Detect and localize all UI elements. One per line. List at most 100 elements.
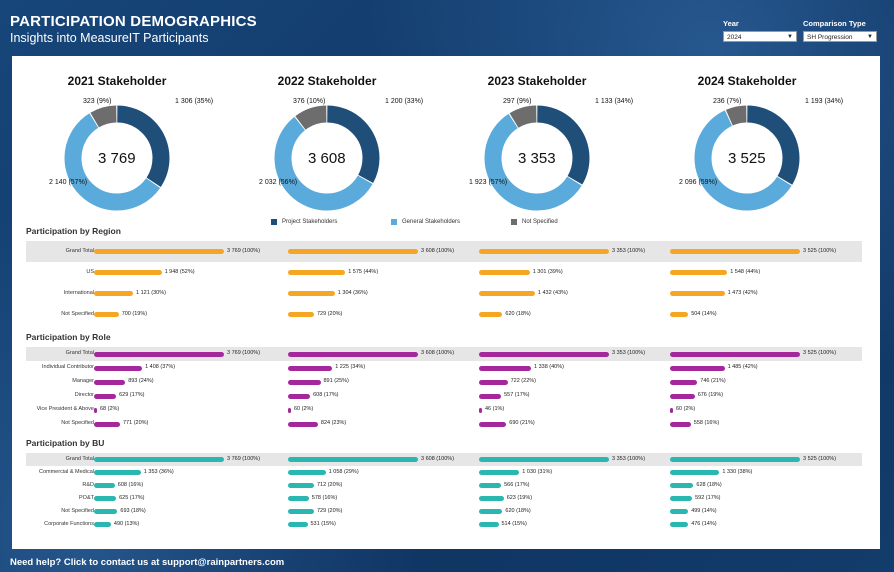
bar [670, 379, 698, 385]
bar [288, 291, 335, 296]
bar-value: 690 (21%) [509, 420, 535, 426]
bar-value: 3 769 (100%) [227, 350, 261, 356]
bar [288, 457, 418, 462]
donut-label-general: 2 140 (57%) [49, 179, 88, 186]
donut-label-general: 1 923 (57%) [469, 179, 508, 186]
bar [94, 470, 141, 475]
bar [479, 365, 531, 371]
bar [288, 483, 314, 488]
stakeholder-title-text: 2023 Stakeholder [487, 74, 587, 88]
bar-value: 592 (17%) [695, 494, 721, 501]
bar-value: 1 301 (39%) [532, 268, 563, 275]
row-label: International [63, 289, 94, 296]
chevron-down-icon: ▼ [787, 34, 793, 40]
section-title: Participation by Role [26, 332, 111, 342]
donut-total: 3 353 [518, 150, 556, 167]
bar [479, 509, 503, 514]
row-label: US [86, 268, 94, 275]
donut-total: 3 769 [98, 150, 136, 167]
bar [670, 496, 693, 501]
bar [94, 312, 119, 317]
bar [670, 509, 689, 514]
bar-value: 558 (16%) [693, 420, 720, 426]
bar [670, 470, 720, 475]
stakeholder-donut [694, 105, 800, 211]
bar [479, 457, 609, 462]
donut-slice-project [274, 105, 380, 211]
bar-value: 729 (20%) [317, 310, 343, 317]
donut-slice-general [274, 105, 380, 211]
bar-value: 1 338 (40%) [534, 364, 564, 370]
bar [479, 470, 520, 475]
donut-label-project: 1 193 (34%) [805, 98, 844, 105]
legend-swatch-general [391, 219, 397, 225]
bar-value: 746 (21%) [700, 378, 726, 384]
stakeholder-title: 2023 Stakeholder [447, 72, 627, 90]
bar-value: 3 769 (100%) [227, 247, 261, 254]
bar-value: 629 (17%) [119, 392, 145, 398]
bar-value: 3 525 (100%) [803, 350, 837, 356]
stakeholder-donut [64, 105, 170, 211]
bar-value: 3 608 (100%) [421, 247, 455, 254]
bar [94, 522, 111, 527]
row-label: PO&T [79, 494, 94, 501]
bar [670, 249, 800, 254]
bar-value: 1 225 (34%) [335, 364, 366, 370]
legend-label-project: Project Stakeholders [282, 219, 338, 225]
bar [670, 407, 673, 413]
bar [670, 483, 694, 488]
year-filter-label: Year [723, 19, 739, 28]
footer-help-link[interactable]: Need help? Click to contact us at suppor… [10, 557, 285, 568]
row-label: Director [74, 392, 94, 398]
donut-label-general: 2 096 (59%) [679, 179, 718, 186]
bar [94, 393, 117, 399]
bar [94, 291, 133, 296]
donut-label-not-specified: 236 (7%) [713, 98, 742, 105]
donut-total: 3 608 [308, 150, 346, 167]
donut-slice-project [484, 105, 590, 211]
bar-value: 1 121 (30%) [136, 289, 166, 296]
comparison-select[interactable]: SH Progression ▼ [803, 31, 877, 42]
donut-slice-general [694, 105, 800, 211]
donut-label-not-specified: 323 (9%) [83, 98, 112, 105]
row-label: Not Specified [61, 507, 94, 514]
stakeholder-title: 2021 Stakeholder [27, 72, 207, 90]
bar-value: 1 485 (42%) [727, 364, 758, 370]
bar-value: 771 (20%) [123, 420, 149, 426]
bar-value: 3 608 (100%) [421, 350, 455, 356]
bar [670, 351, 800, 357]
bar [288, 351, 418, 357]
donut-slice-general [484, 105, 590, 211]
bar-value: 531 (15%) [310, 520, 336, 527]
row-label: Grand Total [65, 247, 94, 254]
stakeholder-title-text: 2022 Stakeholder [277, 74, 377, 88]
stakeholder-title-text: 2024 Stakeholder [697, 74, 797, 88]
grand-total-row [26, 453, 862, 466]
bar-value: 1 353 (36%) [143, 468, 174, 475]
stakeholder-title: 2022 Stakeholder [237, 72, 417, 90]
bar-value: 3 608 (100%) [421, 455, 455, 462]
bar-value: 628 (18%) [696, 481, 722, 488]
year-select[interactable]: 2024 ▼ [723, 31, 797, 42]
bar-value: 891 (25%) [323, 378, 349, 384]
row-label: Manager [72, 378, 94, 384]
bar-value: 60 (2%) [294, 406, 314, 412]
bar [479, 291, 535, 296]
donut-slice-general [64, 105, 170, 211]
bar-value: 3 769 (100%) [227, 455, 261, 462]
bar-value: 608 (17%) [313, 392, 339, 398]
bar-value: 676 (19%) [697, 392, 724, 398]
bar [94, 270, 162, 275]
row-label: Corporate Functions [44, 520, 94, 527]
donut-label-not-specified: 376 (10%) [293, 98, 326, 105]
bar-value: 1 575 (44%) [348, 268, 379, 275]
row-label: Not Specified [61, 310, 94, 317]
bar-value: 1 473 (42%) [727, 289, 758, 296]
bar-value: 620 (18%) [505, 310, 531, 317]
bar [94, 421, 120, 427]
bar [670, 421, 691, 427]
bar-value: 1 432 (43%) [537, 289, 568, 296]
bar-value: 3 525 (100%) [803, 247, 837, 254]
bar-value: 1 058 (29%) [328, 468, 359, 475]
bar-value: 504 (14%) [691, 310, 717, 317]
